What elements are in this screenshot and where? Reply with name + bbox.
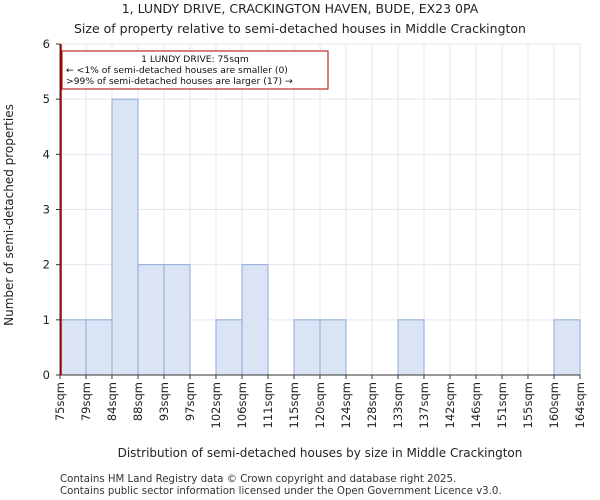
x-tick-label: 115sqm <box>287 382 301 428</box>
x-tick-label: 88sqm <box>131 382 145 421</box>
bar <box>319 319 347 376</box>
annotation-box: 1 LUNDY DRIVE: 75sqm ← <1% of semi-detac… <box>61 50 329 90</box>
x-tick-label: 84sqm <box>105 382 119 421</box>
bar <box>293 319 321 376</box>
x-tick-label: 160sqm <box>547 382 561 428</box>
y-tick-label: 6 <box>43 37 50 51</box>
y-tick-labels: 0 1 2 3 4 5 6 <box>43 37 60 382</box>
bar <box>241 264 269 376</box>
x-tick-labels: 75sqm 79sqm 84sqm 88sqm 93sqm 97sqm 102sqm 106s… <box>53 375 587 428</box>
y-tick-label: 0 <box>43 368 50 382</box>
x-tick-label: 106sqm <box>235 382 249 428</box>
bar <box>215 319 243 376</box>
x-tick-label: 111sqm <box>261 382 275 428</box>
bar <box>85 319 113 376</box>
x-tick-label: 142sqm <box>443 382 457 428</box>
y-tick-label: 4 <box>43 147 50 161</box>
annotation-line-2: ← <1% of semi-detached houses are smalle… <box>66 65 288 76</box>
x-tick-label: 79sqm <box>79 382 93 421</box>
x-tick-label: 124sqm <box>339 382 353 428</box>
annotation-line-1: 1 LUNDY DRIVE: 75sqm <box>141 54 249 65</box>
x-tick-label: 102sqm <box>209 382 223 428</box>
chart-subtitle: Size of property relative to semi-detach… <box>74 21 526 36</box>
x-tick-label: 155sqm <box>521 382 535 428</box>
annotation-line-3: >99% of semi-detached houses are larger … <box>66 76 293 87</box>
bar <box>59 319 87 376</box>
x-tick-label: 120sqm <box>313 382 327 428</box>
x-tick-label: 164sqm <box>573 382 587 428</box>
annotation-border <box>61 50 329 90</box>
x-tick-label: 97sqm <box>183 382 197 421</box>
bar <box>163 264 191 376</box>
y-tick-label: 5 <box>43 92 50 106</box>
x-axis-label: Distribution of semi-detached houses by … <box>118 446 523 460</box>
bar <box>553 319 581 376</box>
y-axis-label: Number of semi-detached properties <box>2 104 16 326</box>
x-tick-label: 75sqm <box>53 382 67 421</box>
y-tick-label: 3 <box>43 203 50 217</box>
bar <box>397 319 425 376</box>
footer-line-2: Contains public sector information licen… <box>60 486 502 497</box>
bars <box>59 98 581 376</box>
y-tick-label: 2 <box>43 258 50 272</box>
x-tick-label: 128sqm <box>365 382 379 428</box>
bar <box>137 264 165 376</box>
chart-title: 1, LUNDY DRIVE, CRACKINGTON HAVEN, BUDE,… <box>122 1 479 16</box>
x-tick-label: 137sqm <box>417 382 431 428</box>
footer-line-1: Contains HM Land Registry data © Crown c… <box>60 474 456 485</box>
x-tick-label: 151sqm <box>495 382 509 428</box>
x-tick-label: 93sqm <box>157 382 171 421</box>
bar <box>111 98 139 376</box>
x-tick-label: 133sqm <box>391 382 405 428</box>
x-tick-label: 146sqm <box>469 382 483 428</box>
y-tick-label: 1 <box>43 313 50 327</box>
